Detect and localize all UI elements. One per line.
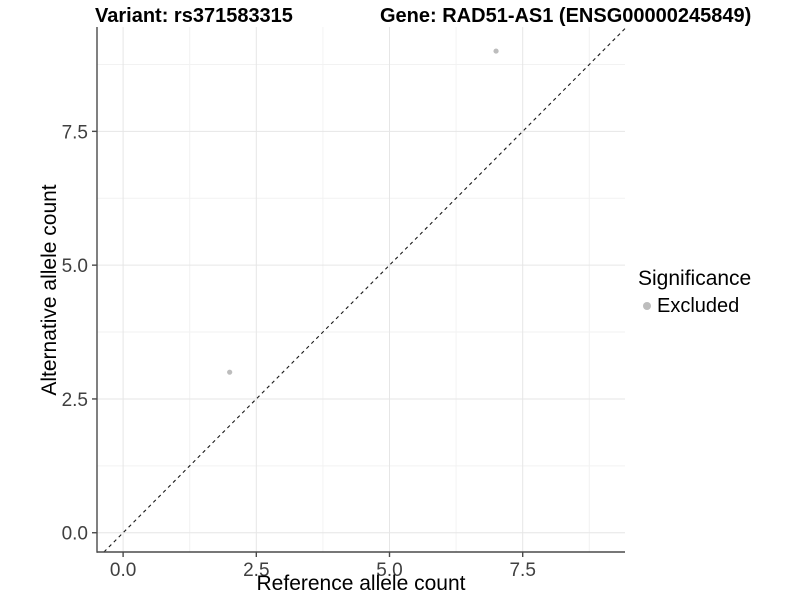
data-point bbox=[227, 369, 233, 375]
data-point bbox=[493, 48, 499, 54]
x-tick-label: 0.0 bbox=[110, 560, 136, 581]
variant-title: Variant: rs371583315 bbox=[95, 5, 293, 27]
x-tick-label: 2.5 bbox=[243, 560, 269, 581]
excluded-point-icon bbox=[643, 302, 651, 310]
identity-line bbox=[103, 28, 626, 553]
y-tick-label: 5.0 bbox=[62, 256, 88, 277]
x-tick-label: 5.0 bbox=[376, 560, 402, 581]
x-axis-title: Reference allele count bbox=[256, 572, 466, 595]
y-tick-label: 2.5 bbox=[62, 390, 88, 411]
legend-entry-label: Excluded bbox=[657, 295, 740, 317]
legend-entry-excluded: Excluded bbox=[643, 294, 751, 318]
legend-title: Significance bbox=[638, 267, 752, 290]
y-axis-title: Alternative allele count bbox=[38, 184, 61, 396]
x-tick-label: 7.5 bbox=[509, 560, 535, 581]
y-tick-label: 0.0 bbox=[62, 524, 88, 545]
gene-title: Gene: RAD51-AS1 (ENSG00000245849) bbox=[380, 5, 752, 27]
legend: Significance Excluded bbox=[638, 266, 751, 318]
y-tick-label: 7.5 bbox=[62, 122, 88, 143]
